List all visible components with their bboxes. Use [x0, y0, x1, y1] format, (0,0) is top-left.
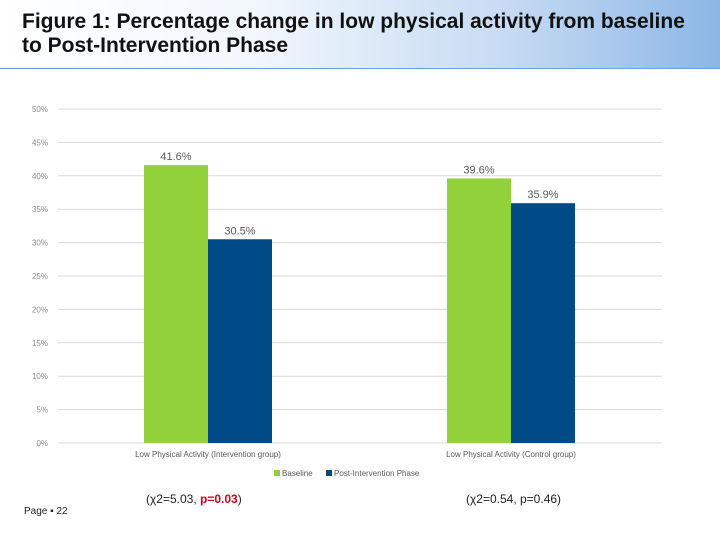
- y-tick-label: 10%: [32, 372, 48, 381]
- y-tick-label: 15%: [32, 339, 48, 348]
- y-tick-label: 25%: [32, 272, 48, 281]
- stat-intervention-suffix: ): [237, 492, 242, 506]
- bar-post-intervention: [208, 239, 272, 443]
- data-label: 39.6%: [463, 164, 494, 176]
- page-number: Page ▪ 22: [24, 506, 68, 517]
- y-tick-label: 30%: [32, 239, 48, 248]
- x-category-label: Low Physical Activity (Intervention grou…: [135, 450, 281, 459]
- page-title: Figure 1: Percentage change in low physi…: [22, 10, 685, 57]
- bar-post-intervention: [511, 203, 575, 443]
- data-label: 35.9%: [527, 189, 558, 201]
- bar-baseline: [144, 165, 208, 443]
- data-label: 41.6%: [160, 151, 191, 163]
- y-tick-label: 40%: [32, 172, 48, 181]
- title-bar: Figure 1: Percentage change in low physi…: [0, 0, 720, 69]
- legend-swatch: [326, 470, 332, 476]
- y-tick-label: 5%: [36, 406, 48, 415]
- stat-control-text: (χ2=0.54, p=0.46): [466, 492, 562, 506]
- stat-intervention: (χ2=5.03, p=0.03): [146, 492, 242, 506]
- stat-intervention-pvalue: p=0.03: [200, 492, 238, 506]
- bar-baseline: [447, 178, 511, 444]
- y-tick-label: 35%: [32, 205, 48, 214]
- legend-swatch: [274, 470, 280, 476]
- y-tick-label: 20%: [32, 305, 48, 314]
- y-tick-label: 0%: [36, 439, 48, 448]
- x-category-label: Low Physical Activity (Control group): [446, 450, 576, 459]
- bar-chart: 0% 5% 10% 15% 20% 25% 30% 35% 40% 45% 50% 41.6% 39.6…: [32, 105, 662, 478]
- legend-label: Post-Intervention Phase: [334, 469, 420, 478]
- legend-label: Baseline: [282, 469, 313, 478]
- data-label: 30.5%: [224, 225, 255, 237]
- y-tick-label: 50%: [32, 105, 48, 114]
- stat-control: (χ2=0.54, p=0.46): [466, 492, 561, 506]
- y-tick-label: 45%: [32, 138, 48, 147]
- stat-intervention-prefix: (χ2=5.03,: [146, 492, 200, 506]
